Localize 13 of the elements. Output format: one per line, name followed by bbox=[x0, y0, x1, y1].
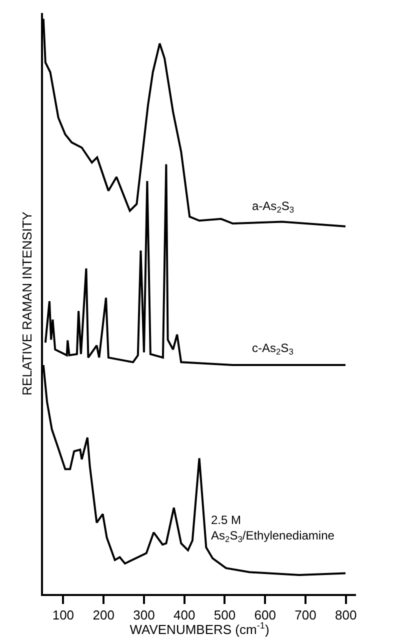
x-tick-label: 100 bbox=[52, 607, 74, 622]
y-axis-title: RELATIVE RAMAN INTENSITY bbox=[20, 211, 35, 396]
x-tick-label: 200 bbox=[92, 607, 114, 622]
x-tick-label: 500 bbox=[214, 607, 236, 622]
x-tick-label: 600 bbox=[254, 607, 276, 622]
x-tick-label: 400 bbox=[174, 607, 196, 622]
series-label: 2.5 M As$_{2}$S$_{3}$/Ethylenediamine bbox=[211, 513, 335, 544]
x-axis-title: WAVENUMBERS (cm$^{-1}$) bbox=[130, 620, 270, 637]
x-tick-label: 800 bbox=[335, 607, 357, 622]
series-label: c-As$_{2}$S$_{3}$ bbox=[252, 341, 294, 357]
x-tick-label: 700 bbox=[294, 607, 316, 622]
series-label: a-As$_{2}$S$_{3}$ bbox=[252, 199, 294, 215]
x-tick-label: 300 bbox=[133, 607, 155, 622]
